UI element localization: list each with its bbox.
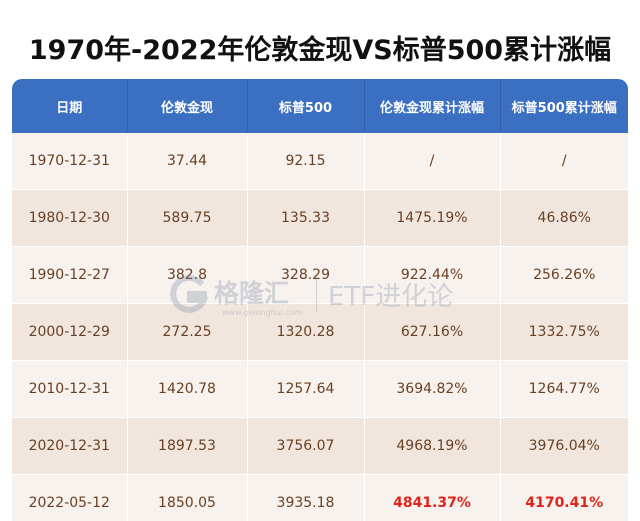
cell-sp500-cumulative: 46.86%	[500, 189, 628, 247]
cell-sp500: 135.33	[247, 189, 365, 247]
cell-date: 1970-12-31	[12, 133, 128, 190]
header-sp500: 标普500	[247, 79, 365, 133]
page-title: 1970年-2022年伦敦金现VS标普500累计涨幅	[28, 35, 612, 66]
cell-gold: 1850.05	[127, 474, 248, 521]
cell-gold: 1897.53	[127, 417, 248, 475]
header-gold-cumulative: 伦敦金现累计涨幅	[364, 79, 501, 133]
cell-gold-cumulative: 3694.82%	[364, 360, 501, 418]
cell-date: 2010-12-31	[12, 360, 128, 418]
comparison-table: 日期 伦敦金现 标普500 伦敦金现累计涨幅 标普500累计涨幅 1970-12…	[12, 79, 628, 521]
cell-sp500: 3756.07	[247, 417, 365, 475]
table-row: 2020-12-31 1897.53 3756.07 4968.19% 3976…	[12, 417, 628, 475]
cell-sp500-cumulative: 1332.75%	[500, 303, 628, 361]
header-gold: 伦敦金现	[127, 79, 248, 133]
cell-date: 2022-05-12	[12, 474, 128, 521]
cell-date: 2020-12-31	[12, 417, 128, 475]
cell-date: 2000-12-29	[12, 303, 128, 361]
cell-sp500: 3935.18	[247, 474, 365, 521]
table-row: 2022-05-12 1850.05 3935.18 4841.37% 4170…	[12, 474, 628, 521]
cell-gold: 37.44	[127, 133, 248, 190]
cell-sp500: 328.29	[247, 246, 365, 304]
cell-gold: 272.25	[127, 303, 248, 361]
header-sp500-cumulative: 标普500累计涨幅	[500, 79, 628, 133]
cell-sp500-cumulative: 256.26%	[500, 246, 628, 304]
cell-gold: 382.8	[127, 246, 248, 304]
cell-sp500: 92.15	[247, 133, 365, 190]
table-body: 1970-12-31 37.44 92.15 / / 1980-12-30 58…	[12, 133, 628, 521]
cell-gold-cumulative: /	[364, 133, 501, 190]
cell-gold-cumulative: 922.44%	[364, 246, 501, 304]
cell-gold: 1420.78	[127, 360, 248, 418]
cell-sp500: 1257.64	[247, 360, 365, 418]
cell-gold: 589.75	[127, 189, 248, 247]
cell-sp500-cumulative: 4170.41%	[500, 474, 628, 521]
cell-gold-cumulative: 4968.19%	[364, 417, 501, 475]
cell-sp500-cumulative: /	[500, 133, 628, 190]
header-date: 日期	[12, 79, 128, 133]
data-table-container: 日期 伦敦金现 标普500 伦敦金现累计涨幅 标普500累计涨幅 1970-12…	[12, 79, 628, 521]
cell-date: 1980-12-30	[12, 189, 128, 247]
cell-gold-cumulative: 1475.19%	[364, 189, 501, 247]
table-row: 1970-12-31 37.44 92.15 / /	[12, 133, 628, 190]
cell-sp500-cumulative: 1264.77%	[500, 360, 628, 418]
cell-gold-cumulative: 627.16%	[364, 303, 501, 361]
table-row: 2000-12-29 272.25 1320.28 627.16% 1332.7…	[12, 303, 628, 361]
header-row: 日期 伦敦金现 标普500 伦敦金现累计涨幅 标普500累计涨幅	[12, 79, 628, 133]
table-row: 1990-12-27 382.8 328.29 922.44% 256.26%	[12, 246, 628, 304]
cell-sp500: 1320.28	[247, 303, 365, 361]
table-row: 1980-12-30 589.75 135.33 1475.19% 46.86%	[12, 189, 628, 247]
table-header: 日期 伦敦金现 标普500 伦敦金现累计涨幅 标普500累计涨幅	[12, 79, 628, 133]
cell-gold-cumulative: 4841.37%	[364, 474, 501, 521]
cell-sp500-cumulative: 3976.04%	[500, 417, 628, 475]
table-row: 2010-12-31 1420.78 1257.64 3694.82% 1264…	[12, 360, 628, 418]
cell-date: 1990-12-27	[12, 246, 128, 304]
